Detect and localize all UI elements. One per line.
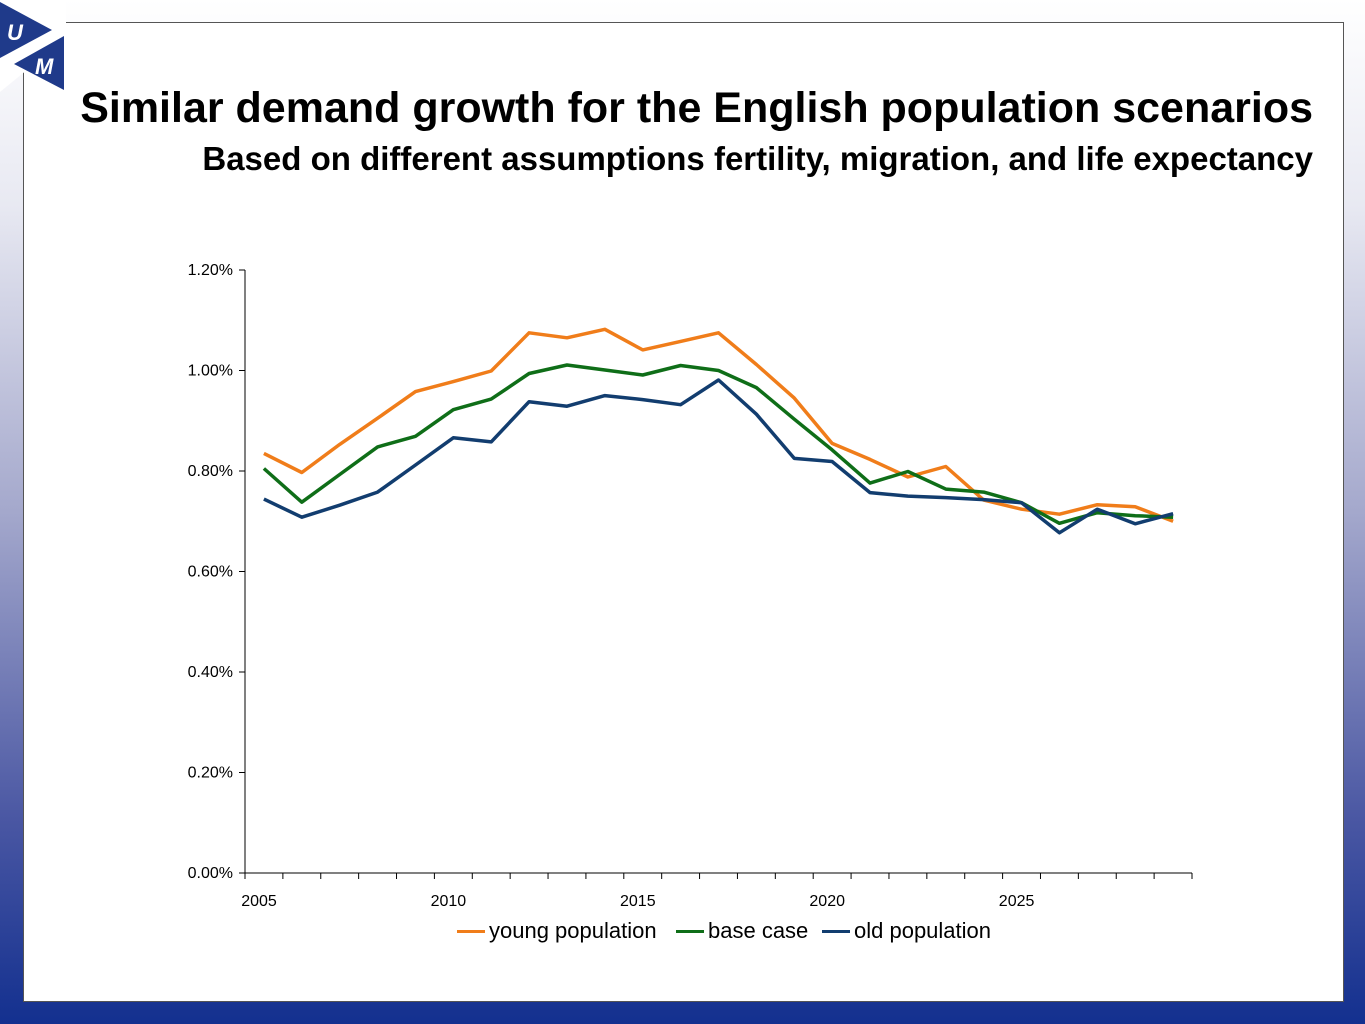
legend-swatch	[822, 929, 850, 933]
series-line-old-population	[263, 378, 1174, 535]
chart-axes: 0.00% 0.20% 0.40% 0.60% 0.80% 1.00% 1.20% 2005 2…	[188, 262, 1193, 910]
x-tick-label: 2005	[241, 893, 277, 910]
logo-letter-m: M	[35, 54, 54, 79]
y-tick-label: 1.20%	[188, 262, 233, 279]
logo-lower-triangle	[14, 36, 64, 90]
slide-title: Similar demand growth for the English po…	[80, 84, 1313, 132]
y-tick-label: 0.40%	[188, 664, 233, 681]
logo-letter-u: U	[7, 20, 24, 45]
series-line-base-case	[262, 363, 1174, 526]
chart-legend: young population base case old population	[0, 918, 1365, 948]
university-logo: U M	[0, 0, 66, 92]
y-tick-label: 0.80%	[188, 463, 233, 480]
legend-item: base case	[676, 918, 808, 944]
legend-label: young population	[489, 918, 657, 943]
logo-upper-triangle	[0, 2, 52, 58]
y-tick-label: 1.00%	[188, 363, 233, 380]
legend-item: old population	[822, 918, 991, 944]
x-tick-label: 2025	[999, 893, 1035, 910]
slide-subtitle: Based on different assumptions fertility…	[202, 140, 1313, 177]
chart-plot-area	[262, 327, 1174, 535]
legend-label: old population	[854, 918, 992, 943]
y-tick-label: 0.60%	[188, 564, 233, 581]
legend-swatch	[457, 929, 485, 933]
y-tick-label: 0.00%	[188, 865, 233, 882]
y-tick-label: 0.20%	[188, 765, 233, 782]
x-tick-label: 2010	[431, 893, 467, 910]
series-line-young-population	[263, 327, 1174, 523]
slide-canvas	[23, 22, 1344, 1002]
x-tick-label: 2020	[809, 893, 845, 910]
legend-item: young population	[457, 918, 657, 944]
legend-swatch	[676, 929, 704, 933]
legend-label: base case	[708, 918, 809, 943]
x-tick-label: 2015	[620, 893, 656, 910]
